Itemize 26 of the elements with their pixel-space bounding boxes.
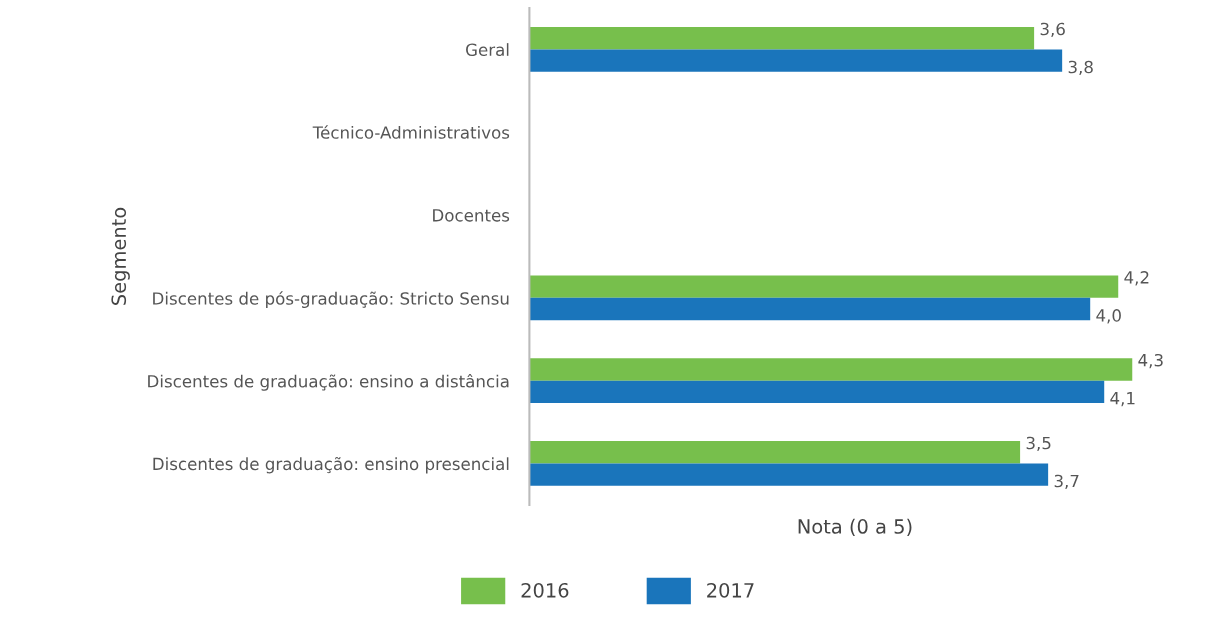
bar — [529, 358, 1133, 381]
data-label: 3,5 — [1026, 436, 1051, 452]
y-tick-label: Discentes de graduação: ensino presencial — [153, 457, 509, 474]
legend-label: 2016 — [521, 582, 569, 598]
x-axis-title: Nota (0 a 5) — [798, 518, 912, 537]
data-label: 4,0 — [1096, 309, 1121, 324]
data-label: 4,1 — [1110, 392, 1135, 407]
bar — [529, 27, 1035, 50]
y-tick-label: Discentes de graduação: ensino a distância — [148, 374, 509, 391]
bar — [529, 380, 1105, 404]
data-label: 4,3 — [1138, 353, 1163, 369]
bar — [529, 297, 1091, 321]
legend-label: 2017 — [707, 582, 754, 598]
y-axis-title: Segmento — [111, 207, 130, 305]
y-tick-label: Técnico-Administrativos — [312, 125, 510, 139]
y-tick-label: Docentes — [433, 209, 510, 222]
data-label: 3,7 — [1054, 474, 1079, 490]
bar — [529, 49, 1063, 72]
y-tick-label: Discentes de pós-graduação: Stricto Sensu — [153, 291, 509, 308]
data-label: 4,2 — [1124, 271, 1149, 286]
bar — [529, 275, 1119, 298]
bar — [529, 441, 1021, 464]
y-tick-label: Geral — [466, 43, 509, 57]
bar — [529, 463, 1049, 486]
data-label: 3,8 — [1068, 60, 1093, 76]
data-label: 3,6 — [1040, 22, 1065, 38]
